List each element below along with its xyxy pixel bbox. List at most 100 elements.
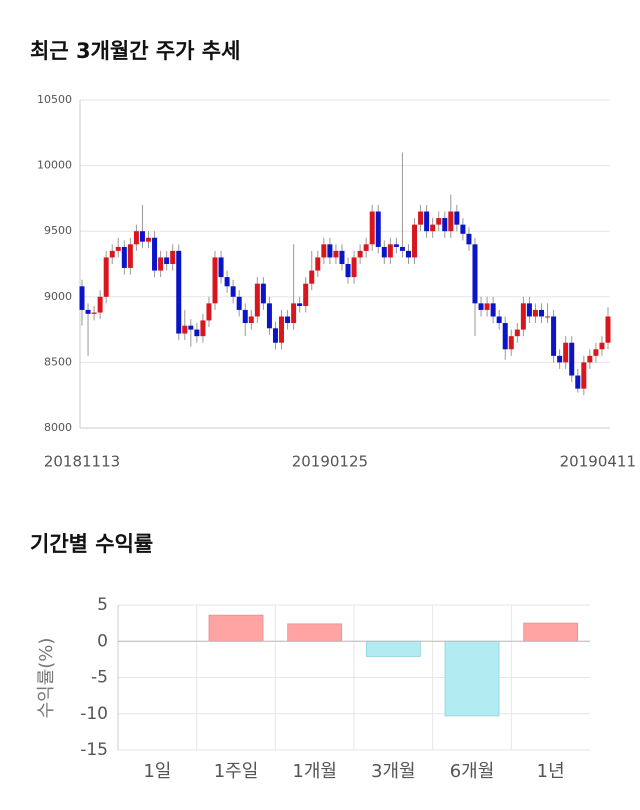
bar bbox=[523, 622, 579, 642]
candle-body bbox=[587, 355, 593, 363]
candle-body bbox=[599, 342, 605, 350]
chart-title: 최근 3개월간 주가 추세 bbox=[30, 39, 240, 63]
candle-body bbox=[218, 257, 224, 278]
candle-body bbox=[170, 250, 176, 264]
y-tick-label: 5 bbox=[97, 595, 108, 615]
candle-body bbox=[285, 316, 291, 324]
candle-body bbox=[127, 244, 133, 268]
candle-body bbox=[460, 224, 466, 234]
chart-title: 기간별 수익률 bbox=[30, 532, 153, 556]
candle-body bbox=[176, 250, 182, 334]
candle-body bbox=[333, 250, 339, 258]
y-axis-label: 수익률(%) bbox=[36, 638, 57, 719]
candle-body bbox=[133, 231, 139, 245]
candle-body bbox=[212, 257, 218, 304]
x-tick-label: 1주일 bbox=[214, 761, 259, 782]
candle-body bbox=[393, 244, 399, 247]
candle-body bbox=[272, 328, 278, 343]
candle-body bbox=[194, 329, 200, 337]
x-tick-label: 6개월 bbox=[450, 761, 495, 782]
candle-body bbox=[466, 233, 472, 245]
candle-body bbox=[557, 355, 563, 363]
candle-body bbox=[236, 296, 242, 310]
candle-body bbox=[545, 316, 551, 318]
candle-body bbox=[357, 250, 363, 258]
candle-body bbox=[248, 316, 254, 324]
candle-body bbox=[188, 325, 194, 330]
candle-body bbox=[266, 303, 272, 329]
candle-body bbox=[605, 316, 611, 343]
x-tick-label: 1일 bbox=[143, 761, 171, 782]
candle-body bbox=[563, 342, 569, 363]
candle-body bbox=[399, 246, 405, 251]
x-tick-label: 3개월 bbox=[371, 761, 416, 782]
candle-body bbox=[309, 270, 315, 284]
candle-body bbox=[496, 316, 502, 324]
candle-body bbox=[569, 342, 575, 376]
x-tick-label: 20190411 bbox=[560, 453, 636, 471]
candle-body bbox=[254, 283, 260, 317]
y-tick-label: 10000 bbox=[37, 159, 72, 172]
candle-body bbox=[405, 250, 411, 258]
y-tick-label: 8000 bbox=[44, 421, 72, 434]
candle-body bbox=[139, 231, 145, 242]
x-tick-label: 20181113 bbox=[44, 453, 120, 471]
candle-body bbox=[424, 211, 430, 232]
candle-body bbox=[520, 303, 526, 330]
y-tick-label: -10 bbox=[80, 704, 108, 724]
candle-body bbox=[291, 303, 297, 324]
candle-body bbox=[575, 375, 581, 389]
candle-body bbox=[158, 257, 164, 271]
candle-body bbox=[230, 286, 236, 297]
candle-body bbox=[242, 309, 248, 324]
candle-body bbox=[303, 283, 309, 306]
y-tick-label: 8500 bbox=[44, 355, 72, 368]
candle-body bbox=[502, 323, 508, 350]
candle-body bbox=[321, 244, 327, 258]
candle-body bbox=[85, 309, 91, 314]
x-tick-label: 1년 bbox=[537, 761, 565, 782]
candle-body bbox=[593, 349, 599, 356]
candle-body bbox=[363, 244, 369, 251]
candle-body bbox=[345, 264, 351, 278]
bar bbox=[444, 640, 500, 717]
candle-body bbox=[369, 211, 375, 245]
y-tick-label: 0 bbox=[97, 631, 108, 651]
y-tick-label: 9500 bbox=[44, 224, 72, 237]
candle-body bbox=[472, 244, 478, 304]
candle-body bbox=[436, 218, 442, 225]
candle-body bbox=[79, 286, 85, 310]
candle-body bbox=[490, 303, 496, 317]
y-tick-label: 10500 bbox=[37, 93, 72, 106]
candle-body bbox=[381, 246, 387, 258]
candle-body bbox=[442, 218, 448, 232]
candle-body bbox=[200, 320, 206, 337]
candle-body bbox=[514, 329, 520, 337]
x-tick-label: 20190125 bbox=[292, 453, 368, 471]
candle-body bbox=[538, 309, 544, 317]
candle-body bbox=[297, 303, 303, 306]
candle-body bbox=[351, 257, 357, 278]
candle-body bbox=[315, 257, 321, 271]
candle-body bbox=[97, 296, 103, 313]
candle-body bbox=[91, 312, 97, 314]
y-tick-label: 9000 bbox=[44, 290, 72, 303]
bar bbox=[287, 623, 343, 642]
candle-body bbox=[109, 250, 115, 258]
candle-body bbox=[103, 257, 109, 297]
candle-body bbox=[526, 303, 532, 317]
y-tick-label: -15 bbox=[80, 740, 108, 760]
candle-body bbox=[224, 277, 230, 287]
candle-body bbox=[279, 316, 285, 343]
y-tick-label: -5 bbox=[91, 668, 108, 688]
candle-body bbox=[478, 303, 484, 310]
candle-body bbox=[387, 244, 393, 258]
candle-body bbox=[327, 244, 333, 258]
candle-body bbox=[152, 237, 158, 271]
candle-body bbox=[206, 303, 212, 321]
candle-body bbox=[260, 283, 266, 304]
candle-body bbox=[448, 211, 454, 232]
candle-body bbox=[508, 336, 514, 350]
candle-body bbox=[551, 316, 557, 356]
